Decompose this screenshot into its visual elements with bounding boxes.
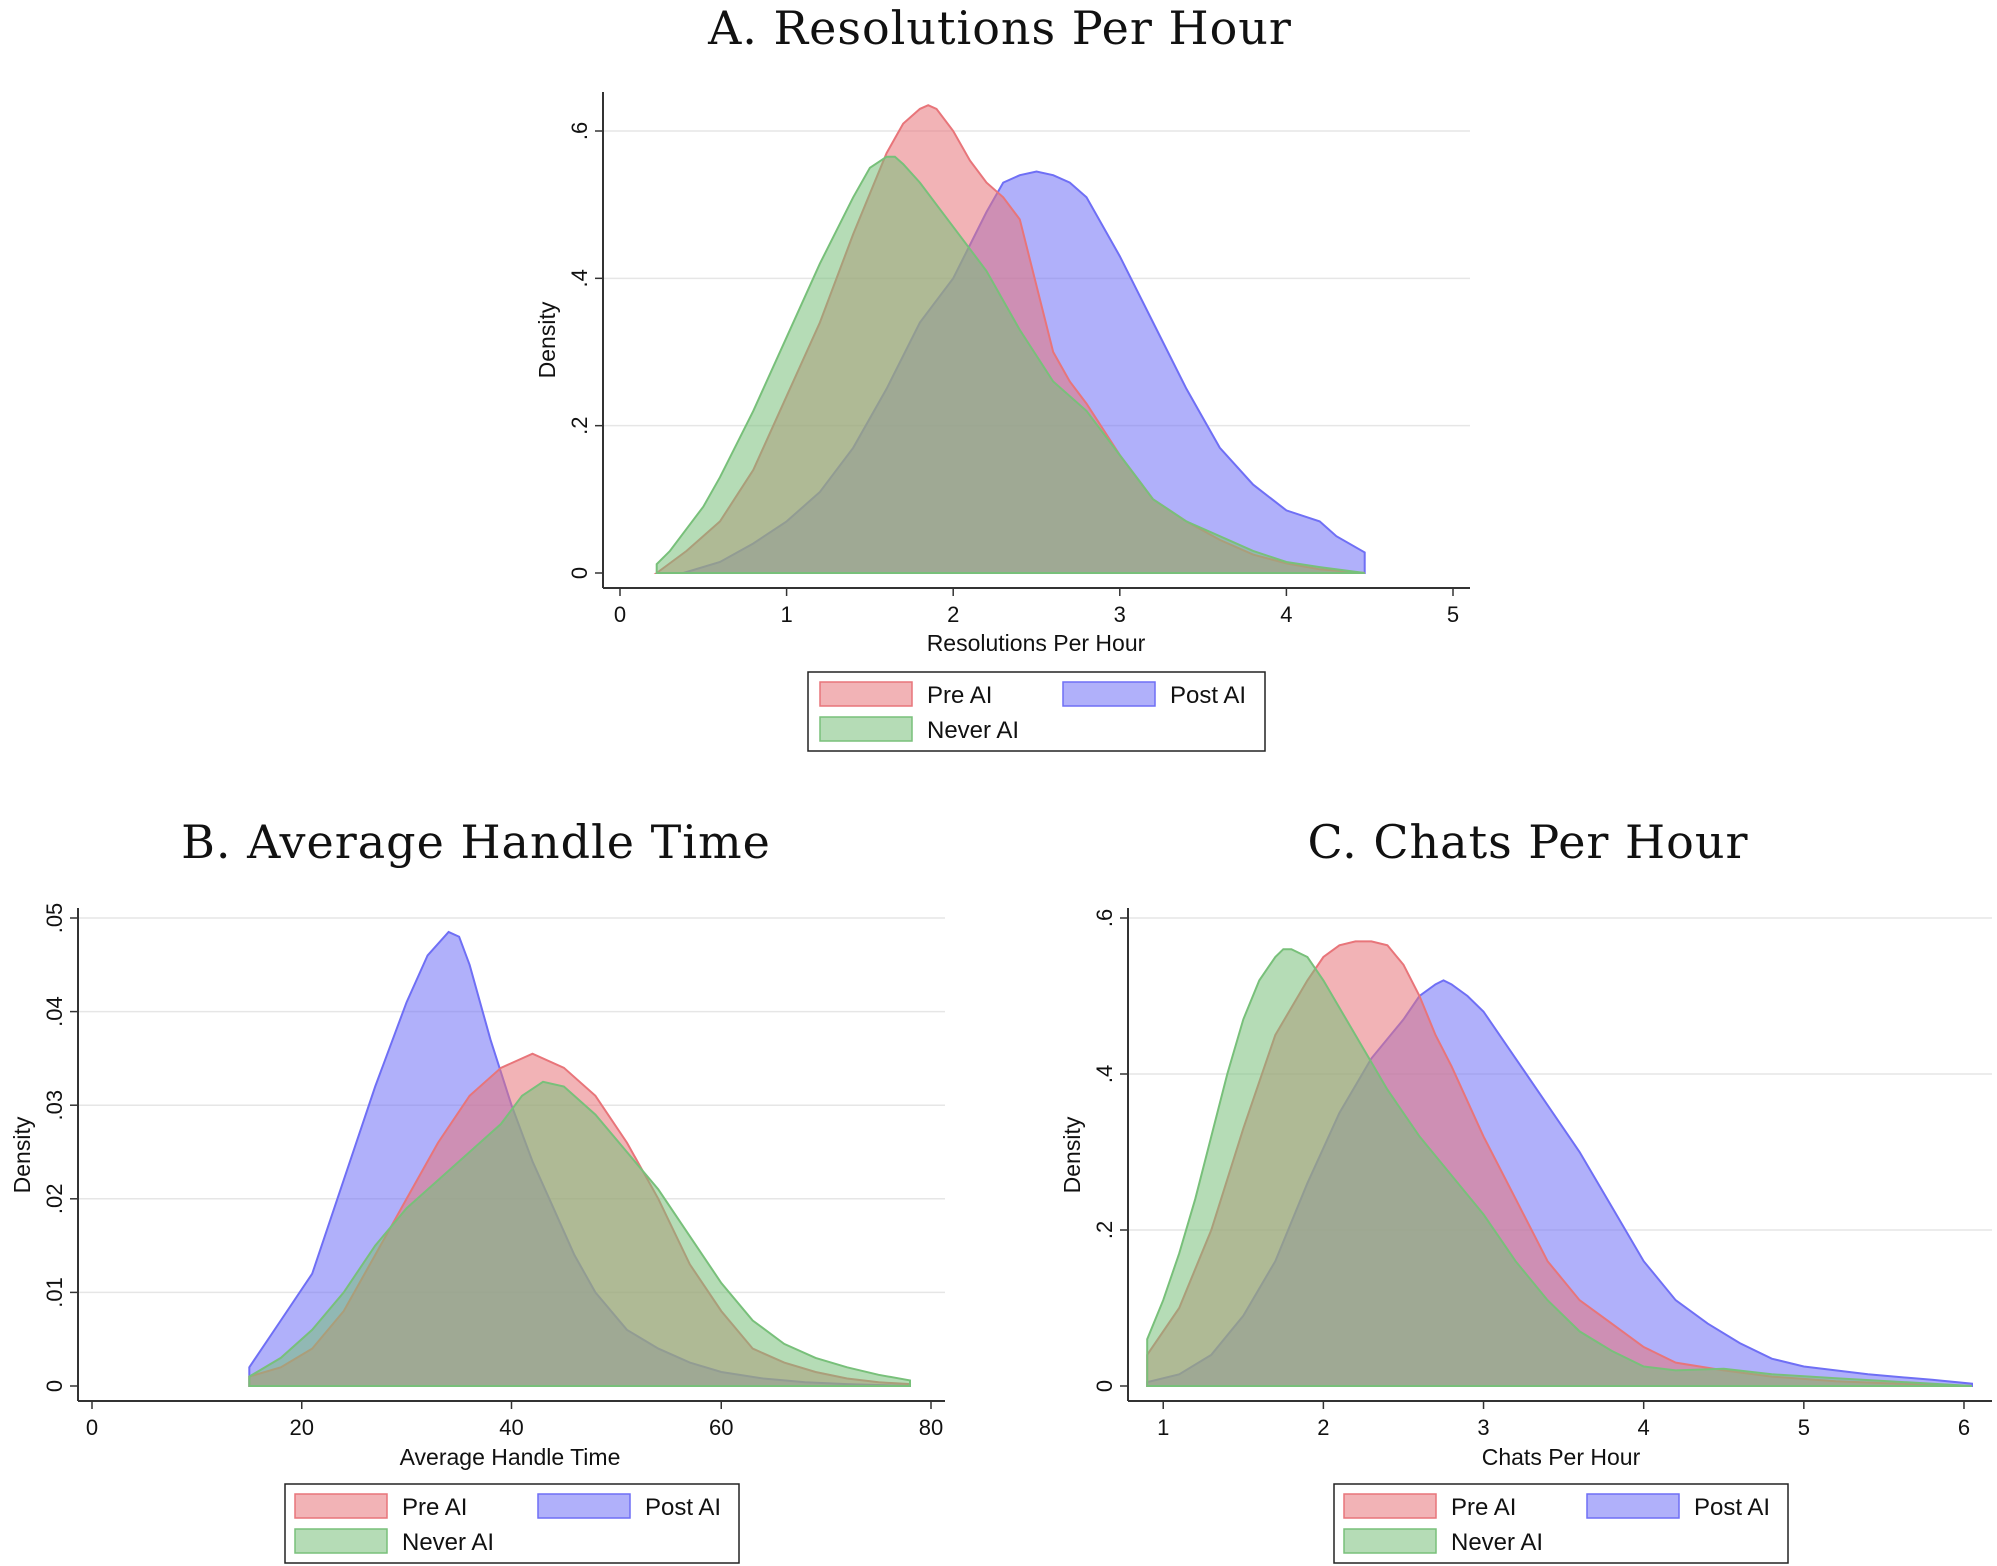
panel-a-y-tick-label: .6	[567, 122, 592, 140]
panel-c-x-tick-label: 6	[1958, 1415, 1970, 1440]
panel-b-legend-swatch-pre-ai	[294, 1493, 388, 1519]
panel-a-title: A. Resolutions Per Hour	[707, 1, 1292, 55]
panel-a-legend: Pre AI Post AI Never AI	[807, 671, 1266, 752]
panel-a-y-tick-label: 0	[567, 567, 592, 579]
panel-a: A. Resolutions Per Hour 0 .2 .4 .6 0 1 2 3 4 5 R…	[534, 1, 1470, 752]
panel-b-x-label: Average Handle Time	[400, 1444, 621, 1470]
panel-b-density-never-ai	[248, 1080, 911, 1387]
panel-a-x-tick-label: 0	[614, 602, 626, 627]
panel-a-legend-label-never-ai: Never AI	[927, 717, 1019, 744]
panel-a-x-label: Resolutions Per Hour	[927, 630, 1146, 656]
panel-a-legend-swatch-never-ai	[819, 716, 913, 742]
panel-a-legend-swatch-post-ai	[1062, 681, 1156, 707]
panel-b-y-tick-label: .03	[42, 1090, 67, 1121]
panel-a-series	[653, 104, 1366, 574]
panel-b-legend-label-never-ai: Never AI	[402, 1529, 494, 1556]
panel-b-x-tick-label: 0	[86, 1415, 98, 1440]
panel-c-y-tick-label: .4	[1092, 1065, 1117, 1083]
panel-c-x-tick-label: 3	[1477, 1415, 1489, 1440]
panel-b-legend-swatch-post-ai	[537, 1493, 631, 1519]
panel-b-x-tick-label: 80	[919, 1415, 943, 1440]
panel-c-x-ticks: 1 2 3 4 5 6	[1157, 1401, 1970, 1440]
panel-c-legend-label-never-ai: Never AI	[1451, 1529, 1543, 1556]
panel-b: B. Average Handle Time 0.01.02.03.04.05 …	[9, 815, 945, 1564]
panel-b-y-tick-label: .02	[42, 1184, 67, 1215]
panel-b-legend-swatch-never-ai	[294, 1528, 388, 1554]
panel-b-x-tick-label: 40	[499, 1415, 523, 1440]
panel-b-legend-label-post-ai: Post AI	[645, 1494, 721, 1521]
panel-c-legend-label-post-ai: Post AI	[1694, 1494, 1770, 1521]
panel-b-x-ticks: 0 20 40 60 80	[86, 1401, 943, 1440]
panel-c-series	[1146, 940, 1973, 1387]
panel-c-y-tick-label: .2	[1092, 1221, 1117, 1239]
panel-b-legend-label-pre-ai: Pre AI	[402, 1494, 467, 1521]
panel-c-density-never-ai	[1146, 948, 1973, 1387]
panel-a-y-ticks: 0 .2 .4 .6	[567, 122, 603, 579]
panel-c-x-tick-label: 4	[1638, 1415, 1650, 1440]
panel-b-y-label: Density	[9, 1116, 35, 1193]
panel-c-y-tick-label: .6	[1092, 909, 1117, 927]
panel-a-x-tick-label: 2	[947, 602, 959, 627]
panel-c-x-tick-label: 1	[1157, 1415, 1169, 1440]
panel-b-series	[248, 930, 911, 1387]
panel-c-legend-swatch-never-ai	[1343, 1528, 1437, 1554]
panel-c-y-tick-label: 0	[1092, 1380, 1117, 1392]
panel-a-y-label: Density	[534, 301, 560, 378]
panel-b-title: B. Average Handle Time	[181, 815, 771, 869]
panel-c-x-tick-label: 5	[1798, 1415, 1810, 1440]
panel-a-x-ticks: 0 1 2 3 4 5	[614, 588, 1459, 627]
panel-c-y-ticks: 0 .2 .4 .6	[1092, 909, 1128, 1392]
panel-a-x-tick-label: 3	[1114, 602, 1126, 627]
panel-c-y-label: Density	[1059, 1116, 1085, 1193]
panel-c: C. Chats Per Hour 0 .2 .4 .6 1 2 3 4 5 6 Chats P…	[1059, 815, 1992, 1564]
panel-a-x-tick-label: 5	[1447, 602, 1459, 627]
panel-b-y-tick-label: .01	[42, 1277, 67, 1308]
panel-c-legend-swatch-pre-ai	[1343, 1493, 1437, 1519]
panel-b-x-tick-label: 60	[709, 1415, 733, 1440]
panel-a-density-never-ai	[655, 155, 1365, 574]
panel-c-title: C. Chats Per Hour	[1308, 815, 1749, 869]
panel-c-x-tick-label: 2	[1317, 1415, 1329, 1440]
panel-a-legend-label-pre-ai: Pre AI	[927, 682, 992, 709]
panel-a-legend-label-post-ai: Post AI	[1170, 682, 1246, 709]
panel-b-y-tick-label: .05	[42, 903, 67, 934]
panel-b-y-ticks: 0 .01 .02 .03 .04 .05	[42, 903, 78, 1392]
panel-b-y-tick-label: .04	[42, 996, 67, 1027]
panel-a-y-tick-label: .2	[567, 416, 592, 434]
panel-a-y-tick-label: .4	[567, 269, 592, 287]
panel-c-x-label: Chats Per Hour	[1482, 1444, 1641, 1470]
panel-a-x-tick-label: 1	[780, 602, 792, 627]
panel-b-x-tick-label: 20	[290, 1415, 314, 1440]
panel-b-legend: Pre AI Post AI Never AI	[284, 1483, 740, 1564]
panel-c-legend-label-pre-ai: Pre AI	[1451, 1494, 1516, 1521]
panel-a-x-tick-label: 4	[1280, 602, 1292, 627]
panel-c-legend-swatch-post-ai	[1586, 1493, 1680, 1519]
panel-b-y-tick-label: 0	[42, 1380, 67, 1392]
panel-c-legend: Pre AI Post AI Never AI	[1333, 1483, 1789, 1564]
panel-a-legend-swatch-pre-ai	[819, 681, 913, 707]
